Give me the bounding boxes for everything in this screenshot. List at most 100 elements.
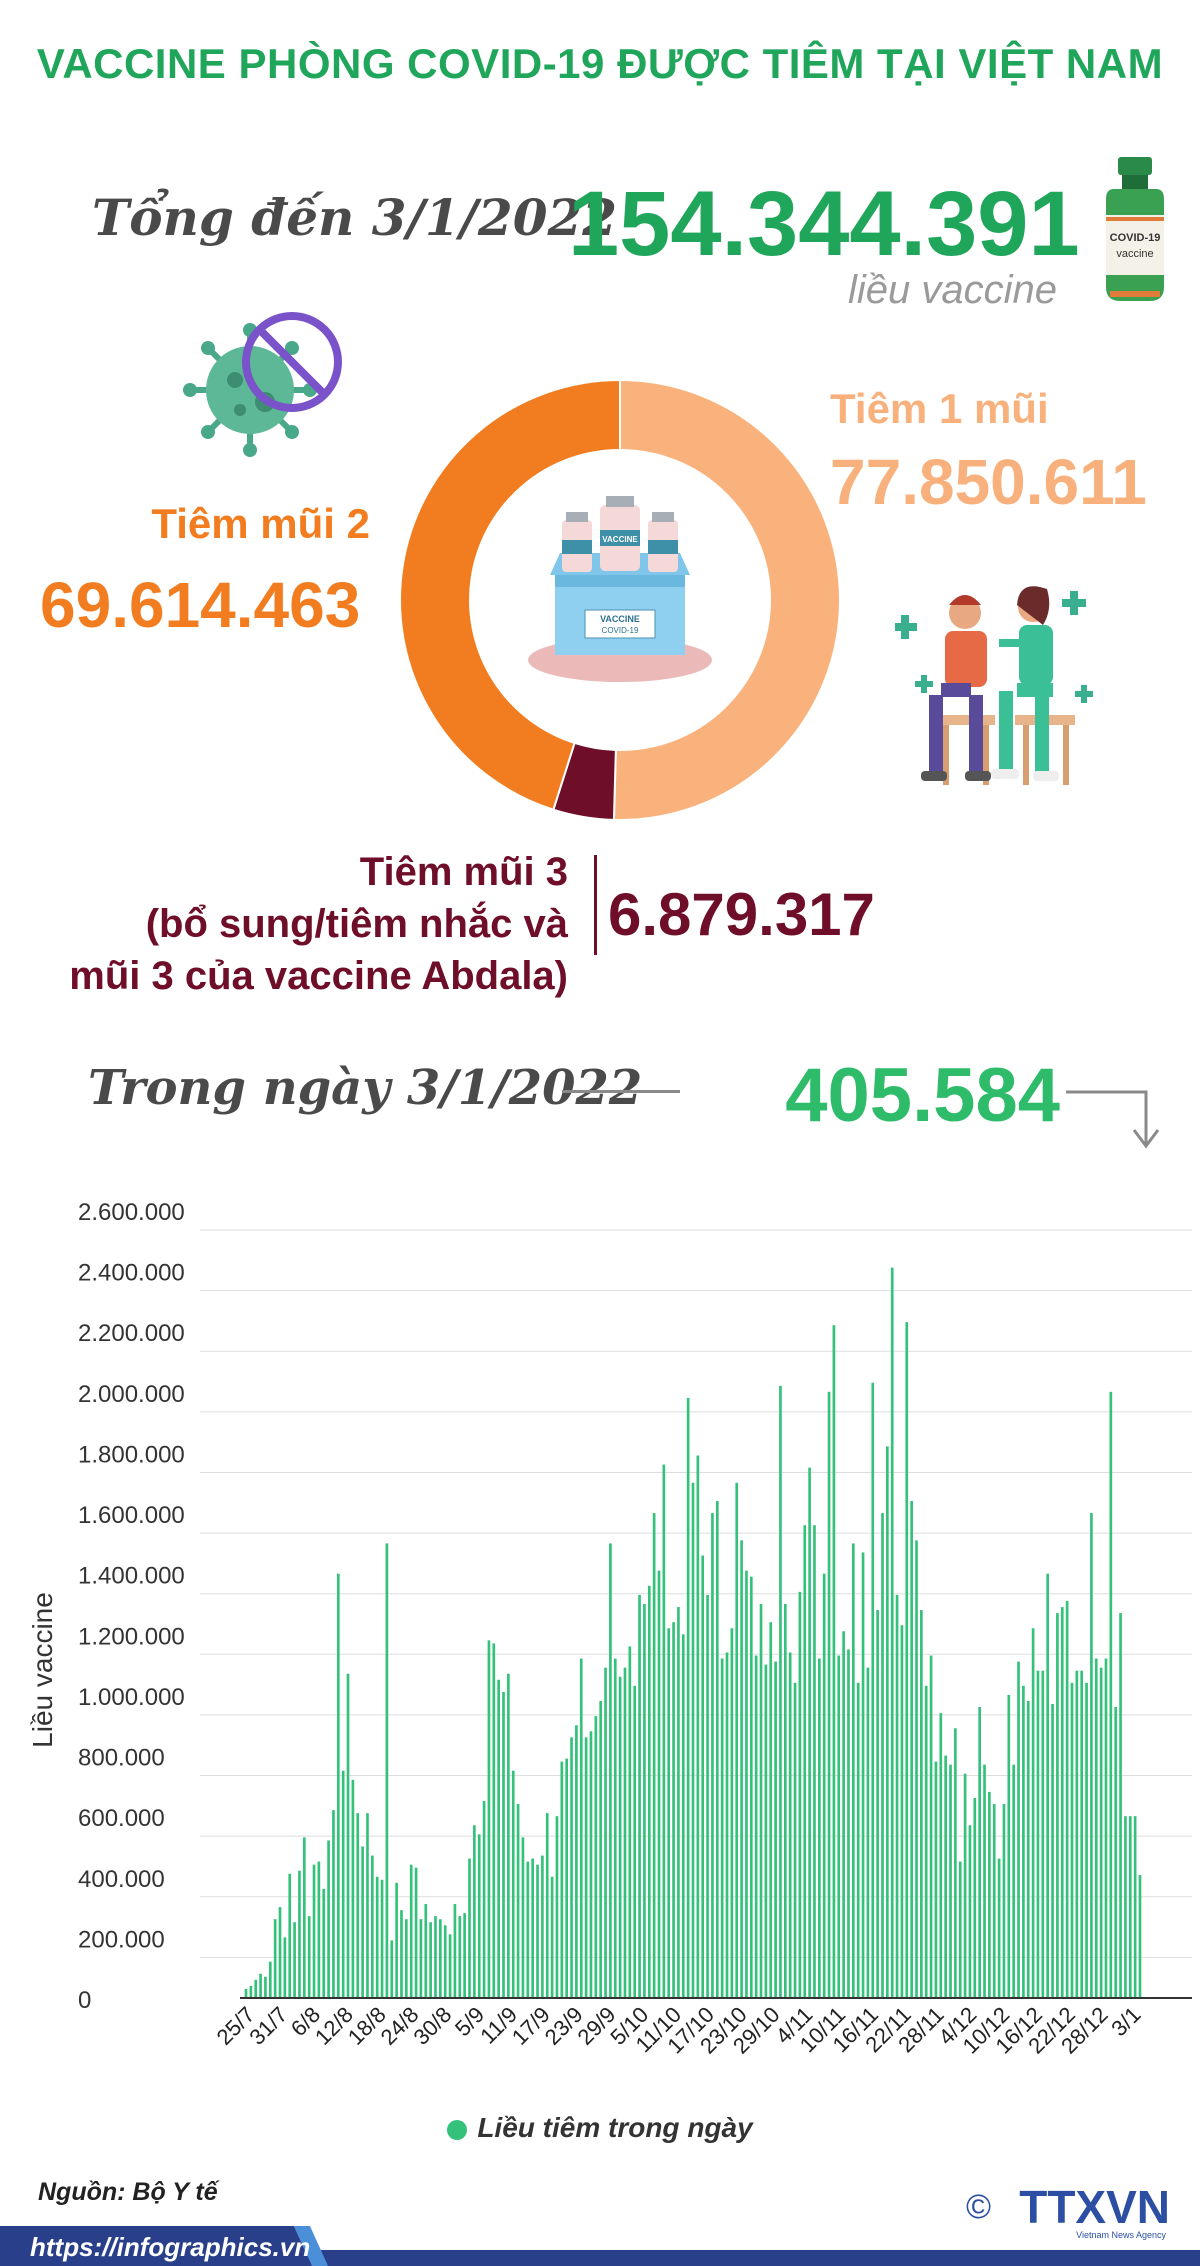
- daily-doses-bar-chart: 0 200.000 400.000 600.000 800.000 1.000.000 1.…: [27, 1199, 1192, 2058]
- bar: [740, 1540, 743, 1998]
- bar: [881, 1513, 884, 1998]
- bar: [657, 1570, 661, 1998]
- y-tick-label: 0: [78, 1987, 91, 2014]
- bar: [691, 1482, 695, 1998]
- bar: [711, 1513, 714, 1998]
- no-virus-icon: [183, 312, 342, 457]
- x-tick-label: 31/7: [244, 2002, 292, 2050]
- bar: [1099, 1667, 1103, 1998]
- bar: [769, 1622, 773, 1998]
- bar: [375, 1876, 379, 1998]
- bar: [414, 1867, 418, 1998]
- bar: [293, 1922, 296, 1998]
- bar: [749, 1576, 753, 1998]
- bar: [463, 1913, 466, 1998]
- y-axis-label: Liều vaccine: [27, 1592, 58, 1748]
- bar: [409, 1864, 413, 1998]
- bar: [832, 1325, 836, 1998]
- bar: [1017, 1661, 1020, 1998]
- dose1-value: 77.850.611: [830, 446, 1147, 518]
- dose3-label-line1: Tiêm mũi 3: [359, 850, 568, 894]
- donut-slice-dose1: [612, 378, 841, 821]
- bar: [1056, 1613, 1059, 1998]
- bar: [1119, 1613, 1122, 1998]
- bar: [492, 1643, 496, 1998]
- bar: [847, 1649, 850, 1998]
- bar: [516, 1804, 520, 1998]
- y-tick-label: 400.000: [78, 1866, 165, 1893]
- bar: [482, 1801, 486, 1998]
- y-tick-label: 2.600.000: [78, 1199, 185, 1226]
- bar: [861, 1552, 865, 1998]
- total-label: Tổng đến 3/1/2022: [92, 188, 618, 247]
- daily-value: 405.584: [785, 1053, 1060, 1138]
- bar: [623, 1667, 627, 1998]
- dose3-value: 6.879.317: [608, 881, 875, 948]
- ttxvn-logo-subtitle: Vietnam News Agency: [1076, 2230, 1166, 2240]
- ttxvn-logo: TTXVN: [1019, 2181, 1170, 2233]
- bar: [302, 1837, 306, 1998]
- bar: [268, 1961, 272, 1998]
- bar: [497, 1679, 500, 1998]
- bar: [798, 1591, 802, 1998]
- bar: [876, 1610, 879, 1998]
- bar: [905, 1322, 909, 1998]
- bar: [856, 1682, 860, 1998]
- bar: [735, 1482, 739, 1998]
- bar: [254, 1979, 258, 1998]
- bar: [361, 1846, 364, 1998]
- y-tick-label: 800.000: [78, 1745, 165, 1772]
- x-tick-label: 30/8: [408, 2002, 456, 2050]
- bar: [424, 1904, 428, 1998]
- bar: [1128, 1816, 1132, 1998]
- bar: [783, 1604, 787, 1998]
- y-tick-label: 1.000.000: [78, 1684, 185, 1711]
- bar: [570, 1737, 573, 1998]
- bar: [273, 1919, 277, 1998]
- daily-line: [562, 1090, 680, 1093]
- bar: [958, 1861, 962, 1998]
- bar: [706, 1594, 709, 1998]
- bar: [774, 1661, 777, 1998]
- bar: [1114, 1707, 1118, 1998]
- bar: [842, 1631, 845, 1998]
- bar: [429, 1922, 432, 1998]
- bar: [997, 1858, 1001, 1998]
- bar: [443, 1925, 447, 1998]
- bar: [978, 1707, 981, 1998]
- bar: [589, 1731, 593, 1998]
- bar: [686, 1397, 690, 1998]
- bar: [628, 1646, 632, 1998]
- bar: [817, 1658, 821, 1998]
- daily-label: Trong ngày 3/1/2022: [88, 1060, 643, 1116]
- bar: [599, 1700, 603, 1998]
- bar: [730, 1628, 734, 1998]
- bar: [249, 1985, 253, 1998]
- bar: [366, 1813, 369, 1998]
- source-url[interactable]: https://infographics.vn: [30, 2232, 311, 2262]
- dose3-label-line3: mũi 3 của vaccine Abdala): [69, 954, 568, 998]
- bar: [1094, 1658, 1098, 1998]
- arrow-down-icon: [1066, 1090, 1160, 1149]
- bar: [1090, 1513, 1093, 1998]
- y-tick-label: 200.000: [78, 1926, 165, 1953]
- bar: [264, 1976, 267, 1998]
- vial-text-covid: COVID-19: [1110, 232, 1161, 244]
- bar: [944, 1755, 947, 1998]
- bar: [609, 1543, 612, 1998]
- bar: [1080, 1670, 1084, 1998]
- bar: [405, 1919, 408, 1998]
- y-tick-label: 1.800.000: [78, 1441, 185, 1468]
- bar: [949, 1764, 952, 1998]
- bar: [813, 1525, 816, 1998]
- bar: [915, 1540, 918, 1998]
- bar: [643, 1604, 646, 1998]
- bar: [385, 1543, 389, 1998]
- dose1-label: Tiêm 1 mũi: [830, 385, 1049, 432]
- bar: [473, 1825, 476, 1998]
- bar: [565, 1758, 569, 1998]
- bar: [633, 1685, 637, 1998]
- bar: [477, 1834, 481, 1998]
- dose2-value: 69.614.463: [40, 569, 361, 641]
- bar: [332, 1810, 335, 1998]
